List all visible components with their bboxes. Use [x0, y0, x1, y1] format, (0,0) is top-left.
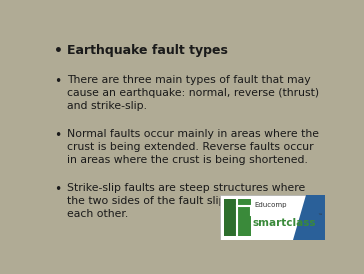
- Text: •: •: [54, 75, 61, 88]
- Text: Normal faults occur mainly in areas where the
crust is being extended. Reverse f: Normal faults occur mainly in areas wher…: [67, 129, 318, 165]
- Text: •: •: [54, 183, 61, 196]
- Text: •: •: [54, 44, 63, 58]
- Text: Strike-slip faults are steep structures where
the two sides of the fault slip ho: Strike-slip faults are steep structures …: [67, 183, 319, 219]
- Text: Earthquake fault types: Earthquake fault types: [67, 44, 228, 58]
- Text: •: •: [54, 129, 61, 142]
- Text: There are three main types of fault that may
cause an earthquake: normal, revers: There are three main types of fault that…: [67, 75, 319, 112]
